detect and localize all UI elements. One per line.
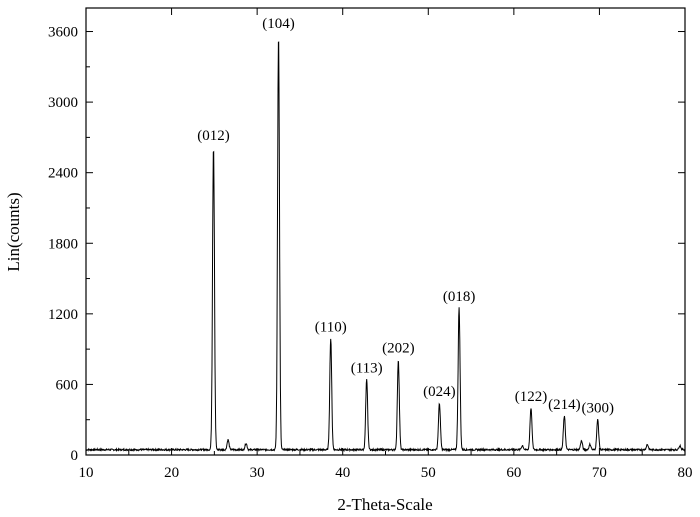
y-axis: 0 600 1200 1800 2400 3000 3600 [48,25,685,464]
y-tick-label: 3600 [48,25,78,41]
y-tick-label: 0 [71,448,79,464]
peak-label: (018) [443,289,476,305]
x-tick-label: 30 [250,465,265,481]
peak-label: (113) [351,361,383,377]
peak-label: (202) [382,341,415,357]
x-tick-label: 60 [506,465,521,481]
peak-label: (012) [197,128,230,144]
y-axis-title: Lin(counts) [4,192,23,271]
x-axis: 10 20 30 40 50 60 70 80 [79,8,693,481]
peak-label: (122) [515,389,548,405]
y-tick-label: 1800 [48,236,78,252]
x-tick-label: 50 [421,465,436,481]
peak-labels: (012) (104) (110) (113) (202) (024) (018) (122)… [197,16,614,417]
x-tick-label: 40 [335,465,350,481]
x-axis-title: 2-Theta-Scale [337,495,432,514]
y-tick-label: 3000 [48,95,78,111]
peak-label: (214) [548,397,581,413]
peak-label: (024) [423,384,456,400]
x-tick-label: 80 [678,465,693,481]
peak-label: (300) [581,401,614,417]
y-tick-label: 600 [56,377,79,393]
y-tick-label: 2400 [48,166,78,182]
y-tick-label: 1200 [48,307,78,323]
x-tick-label: 70 [592,465,607,481]
peak-label: (110) [315,320,347,336]
plot-frame [85,7,686,456]
diffraction-pattern-line [85,41,686,453]
x-tick-label: 20 [164,465,179,481]
peak-label: (104) [262,16,295,32]
x-tick-label: 10 [79,465,94,481]
